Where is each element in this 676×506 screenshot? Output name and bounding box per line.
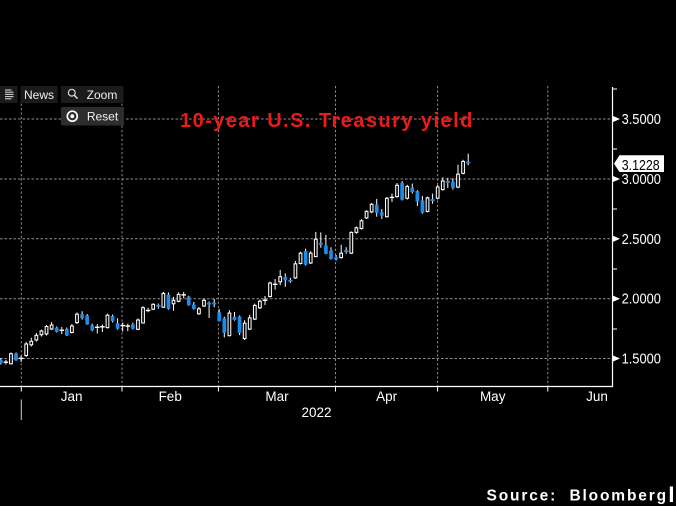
svg-text:1.5000: 1.5000 <box>622 351 661 368</box>
svg-text:Jan: Jan <box>61 389 83 404</box>
svg-text:Feb: Feb <box>159 389 182 404</box>
svg-text:Source: Bloomberg: Source: Bloomberg <box>487 488 668 505</box>
svg-text:Jun: Jun <box>586 389 608 404</box>
svg-text:2.5000: 2.5000 <box>622 231 661 248</box>
svg-text:3.0000: 3.0000 <box>622 171 661 188</box>
svg-text:10-year U.S. Treasury yield: 10-year U.S. Treasury yield <box>180 110 474 132</box>
svg-text:3.1228: 3.1228 <box>622 157 660 174</box>
svg-text:Mar: Mar <box>265 389 289 404</box>
svg-text:3.5000: 3.5000 <box>622 111 661 128</box>
svg-text:Zoom: Zoom <box>87 88 118 102</box>
svg-text:2022: 2022 <box>301 405 331 420</box>
svg-text:2.0000: 2.0000 <box>622 291 661 308</box>
svg-text:News: News <box>24 88 54 102</box>
svg-text:Reset: Reset <box>87 110 119 124</box>
svg-text:May: May <box>480 389 506 404</box>
svg-text:Apr: Apr <box>376 389 398 404</box>
